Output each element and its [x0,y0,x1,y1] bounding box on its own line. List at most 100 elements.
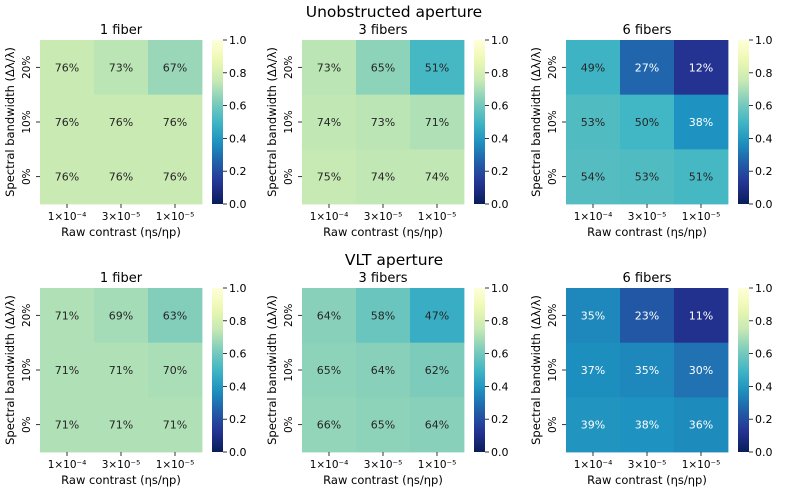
y-tick-label: 0% [547,416,559,433]
heatmap-cell [148,342,203,398]
colorbar-tick-label: 0.4 [229,380,247,393]
colorbar-tick-label: 0.0 [491,446,509,459]
cell-value-label: 63% [163,309,187,322]
cell-value-label: 75% [317,171,341,184]
colorbar-tick-label: 1.0 [755,34,773,47]
colorbar [474,288,485,452]
heatmap-cell [94,149,149,205]
x-tick-label: 1×10⁻⁵ [156,211,195,223]
x-tick-label: 1×10⁻⁵ [418,459,457,471]
colorbar [212,288,223,452]
cell-value-label: 76% [55,61,79,74]
heatmap-cell [674,397,729,453]
cell-value-label: 67% [163,61,187,74]
heatmap-cell [356,342,411,398]
section-title-unobstructed: Unobstructed aperture [306,3,482,21]
colorbar-tick-label: 0.2 [755,413,773,426]
colorbar-tick-label: 0.0 [229,198,247,211]
cell-value-label: 76% [109,116,133,129]
heatmap-cell [356,288,411,344]
cell-value-label: 27% [635,61,659,74]
heatmap-panel: 6 fibers 49% 27% 12% 53% 50% 38% 54% 53% 51% 1×10⁻… [529,23,773,239]
cell-value-label: 35% [581,309,605,322]
panel-title: 1 fiber [100,271,143,286]
panel-title: 1 fiber [100,23,143,38]
y-axis-label: Spectral bandwidth (Δλ/λ) [265,295,279,445]
colorbar-tick-label: 0.4 [491,132,509,145]
x-tick-label: 1×10⁻⁴ [48,211,87,223]
colorbar-tick-label: 0.8 [229,315,247,328]
cell-value-label: 38% [689,116,713,129]
heatmap-cell [566,342,621,398]
y-axis-label: Spectral bandwidth (Δλ/λ) [3,295,17,445]
cell-value-label: 73% [109,61,133,74]
heatmap-cell [94,40,149,96]
heatmap-cell [674,149,729,205]
colorbar-tick-label: 0.8 [491,67,509,80]
heatmap-panel: 3 fibers 73% 65% 51% 74% 73% 71% 75% 74% 74% 1×10⁻… [265,23,509,239]
cell-value-label: 58% [371,309,395,322]
heatmap-cell [40,397,95,453]
heatmap-cell [620,288,675,344]
heatmap-cell [566,94,621,150]
heatmap-cell [356,149,411,205]
cell-value-label: 51% [425,61,449,74]
y-tick-label: 20% [283,56,295,79]
cell-value-label: 76% [109,171,133,184]
cell-value-label: 62% [425,364,449,377]
cell-value-label: 76% [55,171,79,184]
y-tick-label: 10% [547,358,559,381]
y-tick-label: 20% [21,56,33,79]
heatmap-cell [40,149,95,205]
x-tick-label: 1×10⁻⁵ [156,459,195,471]
y-tick-label: 10% [21,110,33,133]
cell-value-label: 66% [317,419,341,432]
heatmap-cell [620,40,675,96]
heatmap-cell [620,342,675,398]
cell-value-label: 73% [317,61,341,74]
heatmap-cell [302,288,357,344]
cell-value-label: 39% [581,419,605,432]
y-axis-label: Spectral bandwidth (Δλ/λ) [529,47,543,197]
heatmap-cell [620,397,675,453]
cell-value-label: 76% [163,171,187,184]
cell-value-label: 65% [317,364,341,377]
heatmap-cell [302,94,357,150]
y-axis-label: Spectral bandwidth (Δλ/λ) [529,295,543,445]
heatmap-cell [302,149,357,205]
y-tick-label: 20% [21,304,33,327]
x-tick-label: 3×10⁻⁵ [364,211,403,223]
panel-title: 6 fibers [623,23,672,38]
colorbar-tick-label: 0.4 [491,380,509,393]
x-tick-label: 1×10⁻⁵ [682,211,721,223]
cell-value-label: 71% [109,364,133,377]
colorbar-tick-label: 0.6 [229,348,247,361]
cell-value-label: 74% [317,116,341,129]
colorbar [474,40,485,204]
cell-value-label: 38% [635,419,659,432]
heatmap-cell [40,342,95,398]
colorbar-tick-label: 0.0 [229,446,247,459]
y-tick-label: 0% [283,416,295,433]
cell-value-label: 47% [425,309,449,322]
colorbar-tick-label: 0.0 [491,198,509,211]
x-axis-label: Raw contrast (ηs/ηp) [323,225,443,239]
heatmap-cell [356,40,411,96]
x-tick-label: 1×10⁻⁵ [418,211,457,223]
heatmap-cell [148,397,203,453]
colorbar-tick-label: 0.2 [491,165,509,178]
y-axis-label: Spectral bandwidth (Δλ/λ) [265,47,279,197]
cell-value-label: 71% [55,309,79,322]
x-tick-label: 1×10⁻⁴ [48,459,87,471]
y-tick-label: 20% [547,56,559,79]
colorbar [738,40,749,204]
cell-value-label: 73% [371,116,395,129]
heatmap-cell [566,40,621,96]
x-tick-label: 3×10⁻⁵ [628,211,667,223]
cell-value-label: 65% [371,61,395,74]
heatmap-cell [410,40,465,96]
x-tick-label: 1×10⁻⁴ [574,211,613,223]
heatmap-cell [40,40,95,96]
x-tick-label: 3×10⁻⁵ [628,459,667,471]
